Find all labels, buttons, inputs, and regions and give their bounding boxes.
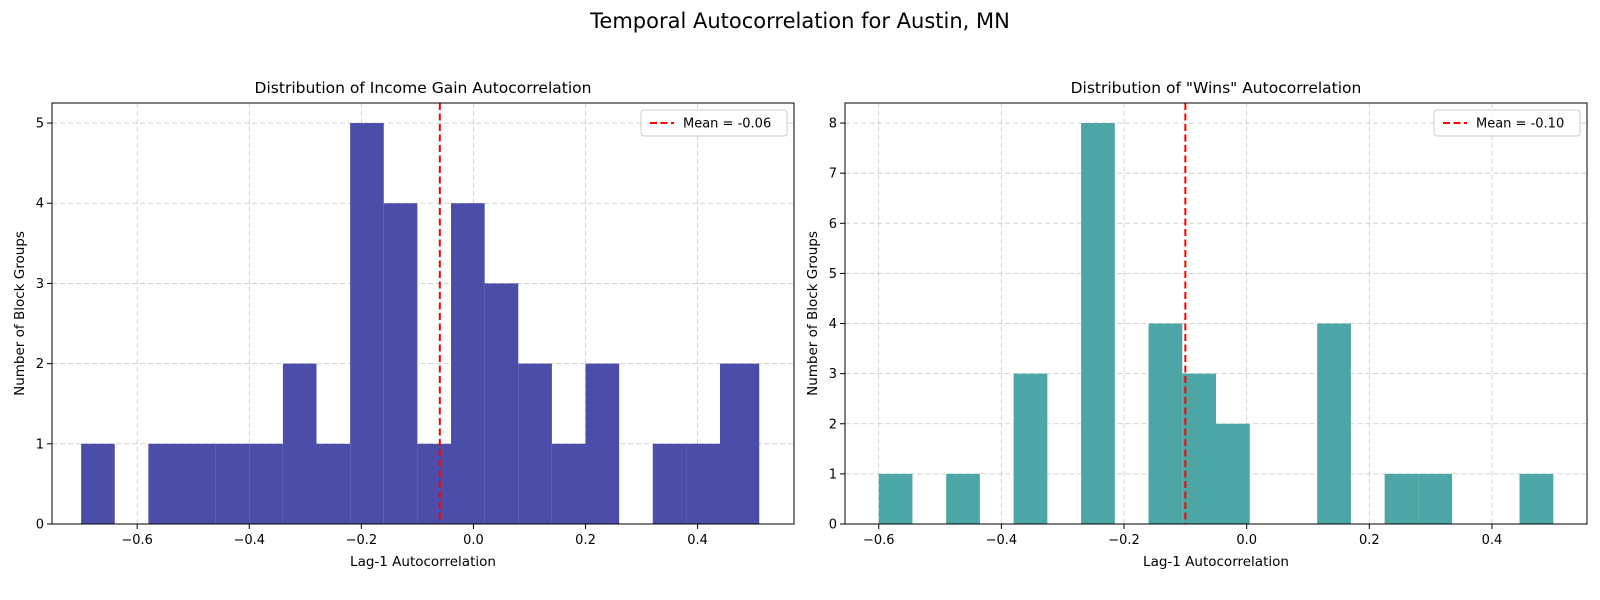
y-axis-label: Number of Block Groups	[12, 231, 28, 396]
x-axis-label: Lag-1 Autocorrelation	[1143, 554, 1289, 570]
legend: Mean = -0.06	[640, 109, 788, 137]
histogram-bar	[249, 443, 283, 524]
histogram-bar	[878, 473, 913, 524]
legend-label: Mean = -0.10	[1476, 117, 1564, 132]
histogram-bar	[215, 443, 250, 524]
y-tick-label: 4	[829, 317, 837, 332]
figure-title: Temporal Autocorrelation for Austin, MN	[589, 9, 1010, 33]
x-tick-label: −0.2	[1108, 533, 1140, 548]
legend-box	[640, 109, 788, 137]
x-tick-label: 0.2	[1359, 533, 1380, 548]
histogram-bar	[1081, 123, 1115, 525]
y-tick-label: 5	[829, 267, 837, 282]
x-tick-label: 0.4	[1482, 533, 1503, 548]
histogram-bar	[946, 473, 980, 524]
histogram-bar	[316, 443, 351, 524]
histogram-bar	[1216, 423, 1250, 524]
histogram-bar	[1418, 473, 1453, 524]
x-axis-label: Lag-1 Autocorrelation	[350, 554, 496, 570]
histogram-bar	[81, 443, 115, 524]
y-axis-label: Number of Block Groups	[805, 231, 821, 396]
y-tick-label: 6	[829, 217, 837, 232]
y-tick-label: 0	[829, 518, 837, 533]
histogram-bar	[451, 203, 485, 524]
y-tick-label: 7	[829, 167, 837, 182]
histogram-bar	[1317, 323, 1351, 524]
y-tick-label: 4	[36, 197, 44, 212]
chart-panel-2: −0.6 −0.4 −0.2 0.0 0.2 0.4 0 1 2 3 4 5 6 7 8 Distributi…	[805, 79, 1588, 570]
legend-box	[1433, 109, 1581, 137]
histogram-bar	[350, 123, 384, 525]
histogram-bar	[1182, 373, 1216, 524]
histogram-bar	[686, 443, 721, 524]
histogram-bar	[148, 443, 183, 524]
histogram-bar	[417, 443, 452, 524]
histogram-bar	[1384, 473, 1419, 524]
histogram-bar	[1148, 323, 1183, 524]
y-tick-label: 8	[829, 117, 837, 132]
histogram-bar	[1013, 373, 1048, 524]
histogram-bar	[720, 363, 760, 524]
chart-panel-1: −0.6 −0.4 −0.2 0.0 0.2 0.4 0 1 2 3 4 5 Distribution …	[12, 79, 795, 570]
histogram-bar	[551, 443, 586, 524]
histogram-bar	[1519, 473, 1554, 524]
y-tick-label: 0	[36, 518, 44, 533]
histogram-bar	[383, 203, 418, 524]
histogram-bar	[282, 363, 317, 524]
x-tick-label: −0.4	[986, 533, 1018, 548]
legend: Mean = -0.10	[1433, 109, 1581, 137]
plot-frame	[51, 102, 795, 525]
x-tick-label: −0.4	[233, 533, 265, 548]
histogram-bar	[518, 363, 552, 524]
plot-frame	[844, 102, 1588, 525]
y-tick-label: 2	[829, 417, 837, 432]
histogram-bar	[182, 443, 216, 524]
x-tick-label: −0.6	[863, 533, 895, 548]
y-tick-label: 3	[829, 367, 837, 382]
histogram-bar	[484, 283, 519, 524]
x-tick-label: −0.2	[346, 533, 378, 548]
x-tick-label: 0.4	[687, 533, 708, 548]
x-tick-label: 0.0	[1236, 533, 1257, 548]
y-tick-label: 1	[36, 437, 44, 452]
chart-title: Distribution of "Wins" Autocorrelation	[1071, 79, 1362, 97]
y-tick-label: 2	[36, 357, 44, 372]
y-tick-label: 1	[829, 467, 837, 482]
x-tick-label: −0.6	[121, 533, 153, 548]
histogram-bar	[585, 363, 620, 524]
histogram-bar	[652, 443, 687, 524]
x-tick-label: 0.2	[575, 533, 596, 548]
legend-label: Mean = -0.06	[683, 117, 771, 132]
y-tick-label: 5	[36, 117, 44, 132]
chart-title: Distribution of Income Gain Autocorrelat…	[255, 79, 592, 97]
x-tick-label: 0.0	[463, 533, 484, 548]
y-tick-label: 3	[36, 277, 44, 292]
